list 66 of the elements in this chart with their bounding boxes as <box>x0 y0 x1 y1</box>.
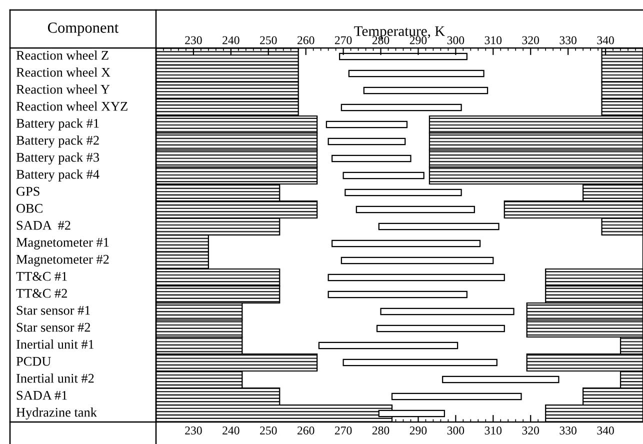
x-tick-label: 320 <box>522 36 540 44</box>
bar <box>340 256 494 264</box>
bar <box>332 240 481 248</box>
y-tick-label: Battery pack #4 <box>16 170 100 182</box>
y-tick-label: Battery pack #3 <box>16 152 100 164</box>
bar <box>380 308 514 316</box>
x-tick-label: 230 <box>185 36 202 44</box>
x2-tick-label: 340 <box>597 426 614 434</box>
x2-tick-label: 250 <box>260 426 277 434</box>
y-tick-label: SADA #2 <box>16 220 70 230</box>
x2-tick-label: 310 <box>484 426 502 434</box>
x2-tick-label: 300 <box>447 426 464 434</box>
y-tick-label: Magnetometer #1 <box>16 238 109 250</box>
y-tick-label: Star sensor #1 <box>16 306 90 315</box>
x-tick-label: 250 <box>260 36 277 44</box>
x-tick-label: 260 <box>298 36 314 44</box>
y-tick-label: Reaction wheel X <box>16 68 110 77</box>
bar <box>340 104 462 112</box>
y-tick-label: Hydrazine tank <box>16 408 97 420</box>
bar <box>391 392 522 400</box>
x2-tick-label: 280 <box>372 426 390 434</box>
x-tick-label: 340 <box>597 36 614 44</box>
y-tick-label: Inertial unit #1 <box>16 340 94 349</box>
x-tick-label: 270 <box>334 36 352 44</box>
bar <box>363 86 488 94</box>
bar <box>376 324 505 332</box>
bar <box>339 52 468 60</box>
bar <box>328 290 468 298</box>
y-tick-label: SADA #1 <box>16 390 67 400</box>
bar <box>342 172 424 180</box>
x-tick-label: 240 <box>222 36 240 44</box>
bar <box>318 342 458 350</box>
bar <box>326 120 408 128</box>
x2-tick-label: 260 <box>298 426 314 434</box>
y-tick-label: GPS <box>16 186 40 196</box>
y-tick-label: TT&C #1 <box>16 272 67 281</box>
x2-tick-label: 320 <box>522 426 540 434</box>
x-tick-label: 310 <box>484 36 502 44</box>
x-tick-label: 300 <box>447 36 464 44</box>
y-tick-label: Battery pack #2 <box>16 136 99 148</box>
bar <box>442 376 560 384</box>
y-tick-label: Magnetometer #2 <box>16 254 109 266</box>
x2-tick-label: 330 <box>560 426 576 434</box>
y-tick-label: Reaction wheel Z <box>16 50 108 60</box>
bar <box>344 188 462 196</box>
bar <box>328 274 505 282</box>
y-tick-label: Inertial unit #2 <box>16 374 94 383</box>
y-axis-title: Component <box>48 22 119 36</box>
bar <box>348 70 484 78</box>
y-tick-label: PCDU <box>16 356 51 366</box>
x-tick-label: 330 <box>560 36 576 44</box>
y-tick-label: TT&C #2 <box>16 288 67 298</box>
y-tick-label: Reaction wheel Y <box>16 84 110 94</box>
y-tick-label: Reaction wheel XYZ <box>16 102 128 111</box>
bar <box>332 154 412 162</box>
bar <box>356 206 475 214</box>
y-tick-label: Star sensor #2 <box>16 322 90 332</box>
x2-tick-label: 230 <box>185 426 202 434</box>
bar <box>378 222 500 230</box>
y-tick-label: Battery pack #1 <box>16 118 99 130</box>
x2-tick-label: 240 <box>222 426 240 434</box>
x2-tick-label: 290 <box>410 426 427 434</box>
bar <box>328 138 406 146</box>
y-tick-label: OBC <box>16 204 42 213</box>
x2-tick-label: 270 <box>334 426 352 434</box>
bar <box>342 358 498 366</box>
